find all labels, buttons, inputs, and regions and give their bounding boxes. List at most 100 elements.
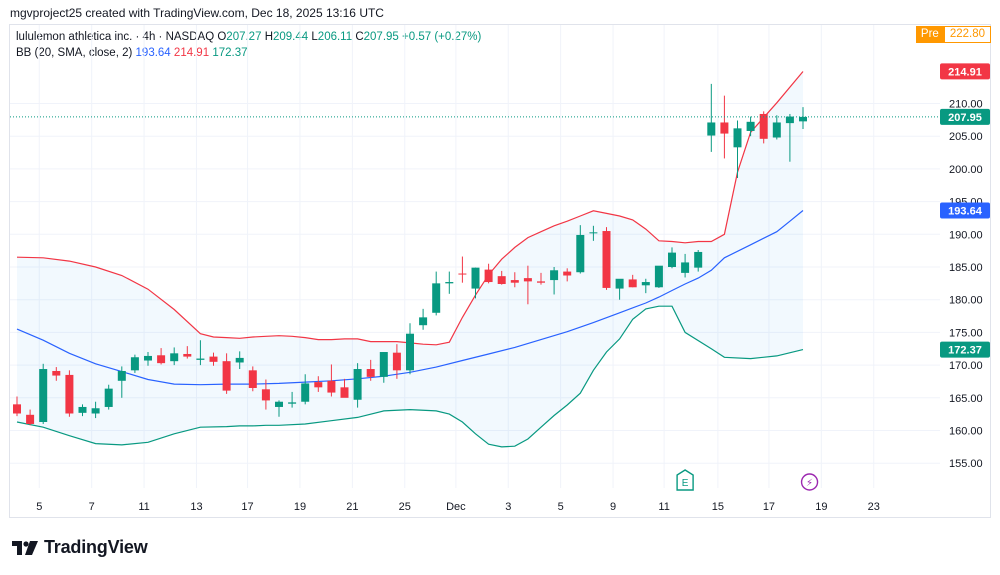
candle-body bbox=[248, 370, 257, 388]
tradingview-logo-icon bbox=[12, 540, 38, 555]
price-label-bg bbox=[940, 63, 990, 80]
candle bbox=[445, 271, 454, 294]
candle-body bbox=[628, 279, 637, 288]
candle-body bbox=[589, 232, 598, 234]
candle bbox=[681, 253, 690, 278]
candle bbox=[261, 379, 270, 410]
x-tick-label: 17 bbox=[763, 501, 775, 513]
candle-body bbox=[235, 357, 244, 363]
high-value: 209.44 bbox=[273, 31, 309, 43]
candle bbox=[759, 111, 768, 144]
candle-body bbox=[497, 276, 506, 285]
candle-body bbox=[392, 352, 401, 371]
high-label: H bbox=[264, 31, 273, 43]
candle-body bbox=[707, 122, 716, 136]
y-tick-label: 185.00 bbox=[949, 262, 983, 274]
candle-body bbox=[26, 414, 35, 424]
bb-lower-line bbox=[16, 305, 804, 448]
y-tick-label: 190.00 bbox=[949, 229, 983, 241]
y-tick-label: 155.00 bbox=[949, 458, 983, 470]
candle-body bbox=[117, 370, 126, 381]
candle-body bbox=[799, 116, 807, 122]
candle bbox=[301, 374, 310, 405]
candle bbox=[615, 278, 624, 300]
candle bbox=[314, 376, 323, 392]
candle-body bbox=[523, 278, 532, 282]
candle bbox=[746, 116, 755, 137]
x-tick-label: 5 bbox=[36, 501, 42, 513]
earnings-event-icon[interactable]: E bbox=[676, 469, 694, 491]
candle bbox=[654, 265, 663, 288]
candle-body bbox=[183, 353, 192, 357]
tradingview-logo[interactable]: TradingView bbox=[12, 537, 148, 558]
candle bbox=[563, 268, 572, 282]
candle bbox=[707, 83, 716, 152]
earnings-badge-label: E bbox=[682, 478, 689, 489]
y-tick-label: 205.00 bbox=[949, 131, 983, 143]
candle bbox=[379, 352, 388, 383]
candle bbox=[785, 113, 794, 162]
open-label: O bbox=[217, 31, 227, 43]
candle-body bbox=[222, 361, 231, 391]
candle-body bbox=[681, 262, 690, 273]
price-label: 207.95 bbox=[940, 108, 990, 125]
candle bbox=[248, 366, 257, 392]
candle-body bbox=[78, 406, 87, 413]
candle bbox=[720, 95, 729, 159]
x-tick-label: 13 bbox=[190, 501, 202, 513]
x-tick-label: 15 bbox=[712, 501, 724, 513]
candle-body bbox=[275, 401, 283, 407]
candle-body bbox=[641, 282, 650, 286]
y-tick-label: 200.00 bbox=[949, 164, 983, 176]
y-tick-label: 175.00 bbox=[949, 327, 983, 339]
candle-body bbox=[615, 278, 624, 289]
candle-body bbox=[52, 370, 61, 376]
candle-body bbox=[366, 369, 375, 377]
candle-body bbox=[406, 333, 414, 371]
candle-body bbox=[733, 128, 742, 148]
close-value: 207.95 bbox=[363, 31, 399, 43]
candle bbox=[366, 359, 375, 381]
candle bbox=[39, 363, 48, 424]
symbol-legend[interactable]: lululemon athletica inc. · 4h · NASDAQ O… bbox=[16, 31, 481, 43]
x-tick-label: 9 bbox=[610, 501, 616, 513]
candle-body bbox=[720, 122, 729, 134]
dividend-event-icon[interactable]: ⚡ bbox=[800, 473, 819, 491]
candle bbox=[419, 308, 428, 330]
x-tick-label: 3 bbox=[505, 501, 511, 513]
candle bbox=[668, 247, 676, 269]
candle bbox=[340, 378, 349, 398]
candle-body bbox=[445, 282, 454, 284]
candle bbox=[471, 267, 480, 299]
price-label: 172.37 bbox=[940, 341, 990, 358]
premarket-tag: Pre bbox=[915, 26, 944, 43]
price-label-text: 193.64 bbox=[948, 205, 983, 217]
y-tick-label: 160.00 bbox=[949, 426, 983, 438]
candle bbox=[576, 225, 585, 274]
premarket-badge: Pre 222.80 bbox=[915, 26, 991, 43]
candle-body bbox=[510, 280, 519, 283]
y-tick-label: 180.00 bbox=[949, 295, 983, 307]
x-tick-label: 5 bbox=[558, 501, 564, 513]
candle-body bbox=[432, 283, 441, 313]
chart-credit: mgvproject25 created with TradingView.co… bbox=[10, 6, 384, 20]
y-tick-label: 165.00 bbox=[949, 393, 983, 405]
candle-body bbox=[537, 281, 545, 283]
price-label-text: 214.91 bbox=[948, 66, 982, 78]
candle-body bbox=[13, 404, 21, 414]
candle bbox=[589, 225, 598, 241]
candle-body bbox=[327, 380, 336, 393]
price-label-text: 172.37 bbox=[948, 345, 982, 357]
candle-body bbox=[144, 355, 152, 361]
candle-body bbox=[288, 402, 297, 404]
candle bbox=[484, 263, 493, 284]
dividend-badge-label: ⚡ bbox=[806, 478, 813, 489]
candle bbox=[628, 274, 637, 288]
candle bbox=[130, 354, 139, 373]
price-label-bg bbox=[940, 108, 990, 125]
premarket-value: 222.80 bbox=[943, 26, 991, 43]
candle bbox=[694, 249, 703, 272]
candle-body bbox=[379, 352, 388, 377]
x-tick-label: Dec bbox=[446, 501, 466, 513]
